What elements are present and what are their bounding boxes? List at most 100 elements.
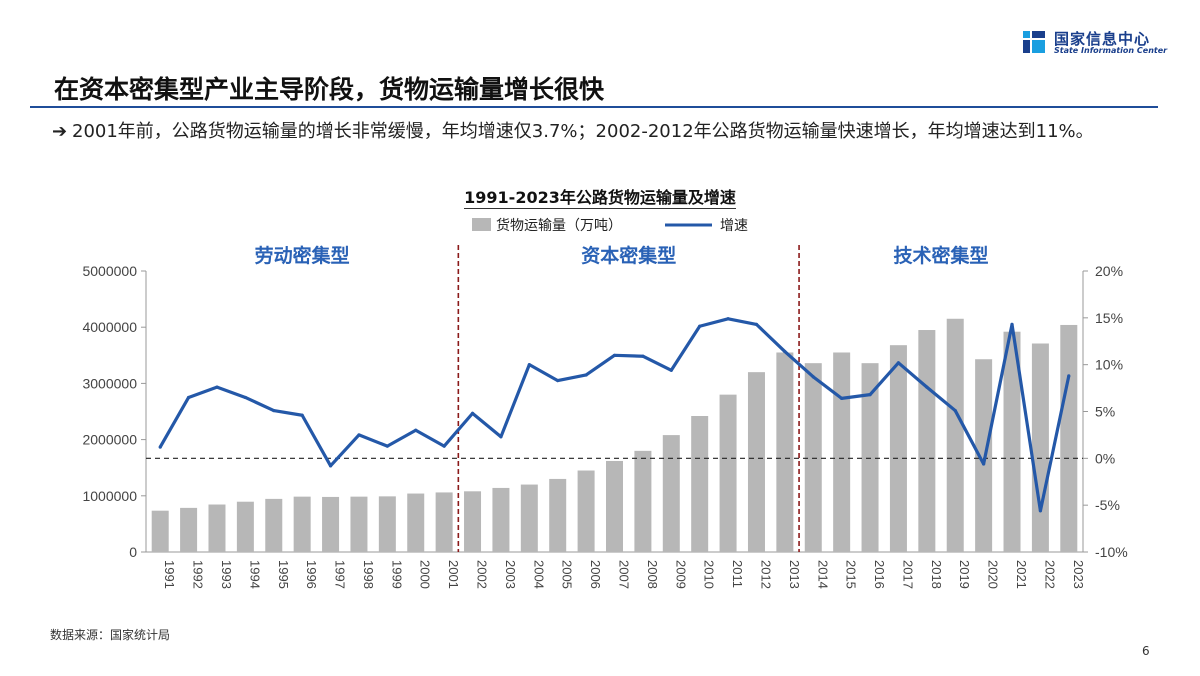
- state-information-center-logo-icon: [1023, 31, 1045, 53]
- growth-rate-point: [811, 375, 815, 379]
- slide-headline: 在资本密集型产业主导阶段，货物运输量增长很快: [54, 75, 605, 104]
- freight-volume-bar: [293, 496, 311, 552]
- x-axis-year-label: 2016: [872, 560, 887, 589]
- x-axis-year-label: 2011: [730, 560, 745, 588]
- x-axis-year-label: 1997: [333, 560, 348, 589]
- growth-rate-point: [243, 395, 247, 400]
- x-axis-year-label: 2008: [645, 560, 660, 589]
- phase-label: 技术密集型: [894, 244, 989, 267]
- growth-rate-point: [215, 385, 219, 389]
- freight-volume-bar: [776, 352, 794, 552]
- freight-volume-bar: [492, 487, 510, 552]
- right-axis-tick-label: 0%: [1095, 450, 1115, 466]
- left-axis-tick-label: 2000000: [82, 432, 137, 448]
- freight-volume-bar: [520, 484, 538, 552]
- right-axis-tick-label: 10%: [1095, 357, 1123, 373]
- x-axis-year-label: 2014: [815, 560, 830, 589]
- growth-rate-point: [868, 393, 872, 397]
- freight-volume-bar: [435, 492, 453, 552]
- growth-rate-point: [726, 317, 730, 321]
- freight-volume-bar: [946, 318, 964, 552]
- x-axis-year-label: 2005: [560, 560, 575, 589]
- freight-volume-bar: [606, 460, 623, 552]
- legend-bar-label: 货物运输量（万吨）: [496, 217, 622, 234]
- x-axis-year-label: 2010: [702, 560, 717, 589]
- growth-rate-point: [300, 413, 304, 417]
- x-axis-year-label: 1998: [361, 560, 376, 589]
- x-axis-year-label: 2018: [929, 560, 944, 589]
- x-axis-year-label: 2003: [503, 560, 518, 589]
- growth-rate-point: [414, 428, 418, 432]
- freight-volume-bar: [634, 450, 652, 552]
- growth-rate-point: [925, 385, 929, 389]
- right-axis-tick-label: 20%: [1095, 263, 1123, 279]
- chart-title: 1991-2023年公路货物运输量及增速: [0, 184, 1200, 209]
- x-axis-year-label: 2006: [588, 560, 603, 589]
- freight-volume-bar: [747, 372, 765, 552]
- growth-rate-point: [556, 378, 560, 383]
- x-axis-year-label: 2023: [1071, 560, 1086, 589]
- freight-volume-bar: [407, 493, 425, 552]
- right-axis-tick-label: 5%: [1095, 404, 1115, 420]
- freight-volume-bar: [833, 352, 851, 552]
- growth-rate-point: [442, 444, 446, 448]
- left-axis-tick-label: 4000000: [82, 319, 137, 335]
- x-axis-year-label: 1995: [276, 560, 291, 589]
- growth-rate-point: [499, 435, 503, 439]
- growth-rate-point: [1067, 374, 1071, 378]
- growth-rate-point: [357, 433, 361, 437]
- logo: 国家信息中心 State Information Center: [1022, 26, 1167, 60]
- phase-label: 资本密集型: [581, 244, 676, 267]
- freight-volume-bar: [1003, 331, 1021, 552]
- freight-volume-bar: [662, 435, 680, 552]
- legend-bar-swatch: [472, 218, 491, 231]
- left-axis-tick-label: 3000000: [82, 375, 137, 391]
- freight-volume-bar: [236, 501, 254, 552]
- x-axis-year-label: 2017: [900, 560, 915, 589]
- growth-rate-point: [754, 322, 759, 326]
- right-axis-tick-label: -10%: [1095, 544, 1128, 560]
- growth-rate-point: [158, 445, 162, 449]
- x-axis-year-label: 2004: [531, 560, 546, 589]
- x-axis-year-label: 2002: [475, 560, 490, 589]
- freight-volume-bar: [464, 491, 482, 552]
- freight-volume-bar: [549, 478, 567, 552]
- right-axis-tick-label: 15%: [1095, 310, 1123, 326]
- left-axis-tick-label: 0: [129, 544, 137, 560]
- growth-rate-point: [470, 411, 475, 415]
- legend-line-label: 增速: [720, 218, 748, 234]
- freight-volume-bar: [918, 330, 936, 552]
- x-axis-year-label: 2001: [446, 560, 461, 589]
- freight-volume-bar: [804, 363, 822, 552]
- x-axis-year-label: 2021: [1014, 560, 1029, 589]
- headline-divider: [30, 106, 1158, 108]
- x-axis-year-label: 2019: [957, 560, 972, 589]
- x-axis-year-label: 2020: [986, 560, 1001, 589]
- freight-volume-bar: [265, 498, 283, 552]
- growth-rate-point: [1010, 322, 1014, 326]
- x-axis-year-label: 2012: [758, 560, 773, 589]
- bullet-paragraph: ➔ 2001年前，公路货物运输量的增长非常缓慢，年均增速仅3.7%；2002-20…: [52, 118, 1152, 145]
- x-axis-year-label: 2013: [787, 560, 802, 589]
- data-source: 数据来源：国家统计局: [50, 628, 171, 642]
- freight-volume-bar: [180, 507, 198, 552]
- x-axis-year-label: 2022: [1042, 560, 1057, 589]
- growth-rate-point: [698, 324, 702, 328]
- bullet-text: 2001年前，公路货物运输量的增长非常缓慢，年均增速仅3.7%；2002-201…: [72, 121, 1094, 142]
- growth-rate-point: [641, 354, 645, 358]
- growth-rate-point: [186, 395, 191, 400]
- growth-rate-point: [584, 373, 588, 377]
- freight-volume-bar: [861, 363, 879, 552]
- freight-volume-bar: [691, 415, 709, 552]
- growth-rate-point: [272, 408, 276, 413]
- x-axis-year-label: 1991: [162, 560, 177, 589]
- x-axis-year-label: 2007: [617, 560, 632, 589]
- x-axis-year-label: 2000: [418, 560, 433, 589]
- x-axis-year-label: 1999: [389, 560, 404, 589]
- logo-text-cn: 国家信息中心: [1054, 30, 1151, 48]
- left-axis-tick-label: 1000000: [82, 488, 137, 504]
- freight-volume-bar: [975, 359, 993, 552]
- chart-title-text: 1991-2023年公路货物运输量及增速: [464, 188, 736, 209]
- freight-volume-bar: [378, 496, 396, 552]
